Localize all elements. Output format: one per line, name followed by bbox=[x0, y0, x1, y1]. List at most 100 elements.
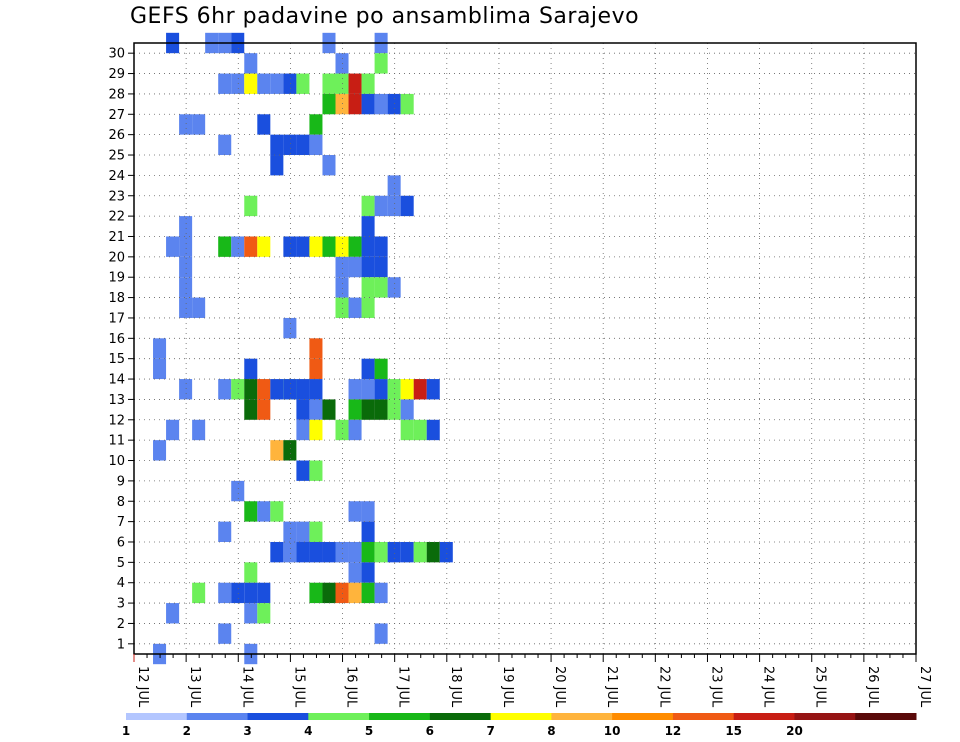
heatmap-cell bbox=[309, 399, 323, 420]
y-tick-label: 2 bbox=[117, 617, 125, 632]
x-axis-ticks: 12 JUL 13 JUL 14 JUL 15 JUL 16 JUL 17 JUL 18 J… bbox=[133, 654, 932, 708]
heatmap-cell bbox=[348, 236, 362, 257]
heatmap-cell bbox=[244, 236, 258, 257]
y-tick-label: 9 bbox=[117, 474, 125, 489]
heatmap-cell bbox=[153, 338, 167, 359]
heatmap-cell bbox=[335, 53, 349, 74]
heatmap-cell bbox=[387, 277, 401, 298]
heatmap-cell bbox=[361, 399, 375, 420]
x-tick-label: 12 JUL bbox=[135, 666, 150, 708]
heatmap-cell bbox=[335, 256, 349, 278]
heatmap-cell bbox=[387, 175, 401, 196]
heatmap-cell bbox=[361, 195, 375, 217]
x-tick-label: 22 JUL bbox=[656, 666, 671, 708]
heatmap-cell bbox=[361, 277, 375, 298]
heatmap-cell bbox=[179, 379, 193, 400]
heatmap-cell bbox=[361, 216, 375, 237]
x-tick-label: 20 JUL bbox=[552, 666, 567, 708]
heatmap-cell bbox=[348, 582, 362, 604]
heatmap-cell bbox=[296, 134, 310, 156]
heatmap-cell bbox=[179, 236, 193, 257]
heatmap-cell bbox=[413, 541, 427, 563]
y-tick-label: 21 bbox=[108, 230, 125, 245]
legend-label: 8 bbox=[547, 724, 555, 738]
legend-label: 3 bbox=[243, 724, 251, 738]
heatmap-cell bbox=[400, 399, 414, 420]
heatmap-cell bbox=[231, 480, 245, 502]
heatmap-cell bbox=[296, 379, 310, 400]
heatmap-cell bbox=[348, 93, 362, 115]
y-tick-label: 30 bbox=[108, 47, 125, 62]
heatmap-cell bbox=[309, 134, 323, 156]
heatmap-cell bbox=[309, 541, 323, 563]
heatmap-cell bbox=[361, 256, 375, 278]
legend-label: 1 bbox=[122, 724, 130, 738]
heatmap-cells bbox=[153, 32, 453, 665]
legend-label: 10 bbox=[604, 724, 621, 738]
heatmap-cell bbox=[270, 73, 284, 94]
heatmap-cell bbox=[283, 541, 297, 563]
heatmap-cell bbox=[166, 236, 180, 257]
grid-lines bbox=[134, 43, 916, 654]
heatmap-cell bbox=[335, 236, 349, 257]
legend-swatch bbox=[855, 713, 917, 720]
y-tick-label: 25 bbox=[108, 149, 125, 164]
heatmap-cell bbox=[166, 603, 180, 624]
heatmap-cell bbox=[309, 460, 323, 481]
legend-label: 2 bbox=[183, 724, 191, 738]
y-tick-label: 16 bbox=[108, 332, 125, 347]
heatmap-cell bbox=[400, 379, 414, 400]
heatmap-cell bbox=[374, 53, 388, 74]
heatmap-cell bbox=[309, 358, 323, 380]
x-tick-label: 25 JUL bbox=[813, 666, 828, 708]
heatmap-cell bbox=[218, 623, 232, 644]
heatmap-cell bbox=[309, 419, 323, 441]
heatmap-cell bbox=[374, 277, 388, 298]
legend-label: 4 bbox=[304, 724, 312, 738]
legend-swatch bbox=[733, 713, 795, 720]
heatmap-cell bbox=[309, 338, 323, 359]
heatmap-cell bbox=[426, 541, 440, 563]
heatmap-cell bbox=[309, 236, 323, 257]
heatmap-cell bbox=[296, 399, 310, 420]
heatmap-cell bbox=[244, 501, 258, 522]
heatmap-cell bbox=[348, 541, 362, 563]
x-tick-label: 17 JUL bbox=[396, 666, 411, 708]
heatmap-cell bbox=[257, 73, 271, 94]
heatmap-cell bbox=[244, 603, 258, 624]
y-tick-label: 19 bbox=[108, 271, 125, 286]
heatmap-cell bbox=[270, 155, 284, 176]
heatmap-cell bbox=[192, 114, 206, 135]
heatmap-cell bbox=[361, 541, 375, 563]
x-tick-label: 13 JUL bbox=[187, 666, 202, 708]
heatmap-cell bbox=[244, 73, 258, 94]
heatmap-cell bbox=[179, 216, 193, 237]
legend-swatch bbox=[794, 713, 856, 720]
legend-swatch bbox=[672, 713, 735, 720]
heatmap-cell bbox=[283, 317, 297, 339]
heatmap-cell bbox=[244, 195, 258, 217]
heatmap-cell bbox=[335, 419, 349, 441]
y-tick-label: 13 bbox=[108, 393, 125, 408]
heatmap-cell bbox=[374, 358, 388, 380]
y-tick-label: 20 bbox=[108, 250, 125, 265]
x-tick-label: 14 JUL bbox=[239, 666, 254, 708]
x-tick-label: 18 JUL bbox=[448, 666, 463, 708]
y-tick-label: 7 bbox=[117, 515, 125, 530]
heatmap-cell bbox=[257, 501, 271, 522]
heatmap-cell bbox=[270, 501, 284, 522]
heatmap-cell bbox=[322, 541, 336, 563]
heatmap-cell bbox=[374, 623, 388, 644]
y-tick-label: 4 bbox=[117, 576, 125, 591]
heatmap-cell bbox=[374, 195, 388, 217]
heatmap-cell bbox=[348, 379, 362, 400]
heatmap-cell bbox=[322, 73, 336, 94]
heatmap-cell bbox=[283, 379, 297, 400]
heatmap-cell bbox=[361, 379, 375, 400]
legend-swatch bbox=[612, 713, 674, 720]
heatmap-cell bbox=[322, 399, 336, 420]
y-tick-label: 12 bbox=[108, 413, 125, 428]
heatmap-cell bbox=[309, 379, 323, 400]
heatmap-cell bbox=[179, 114, 193, 135]
heatmap-cell bbox=[374, 256, 388, 278]
